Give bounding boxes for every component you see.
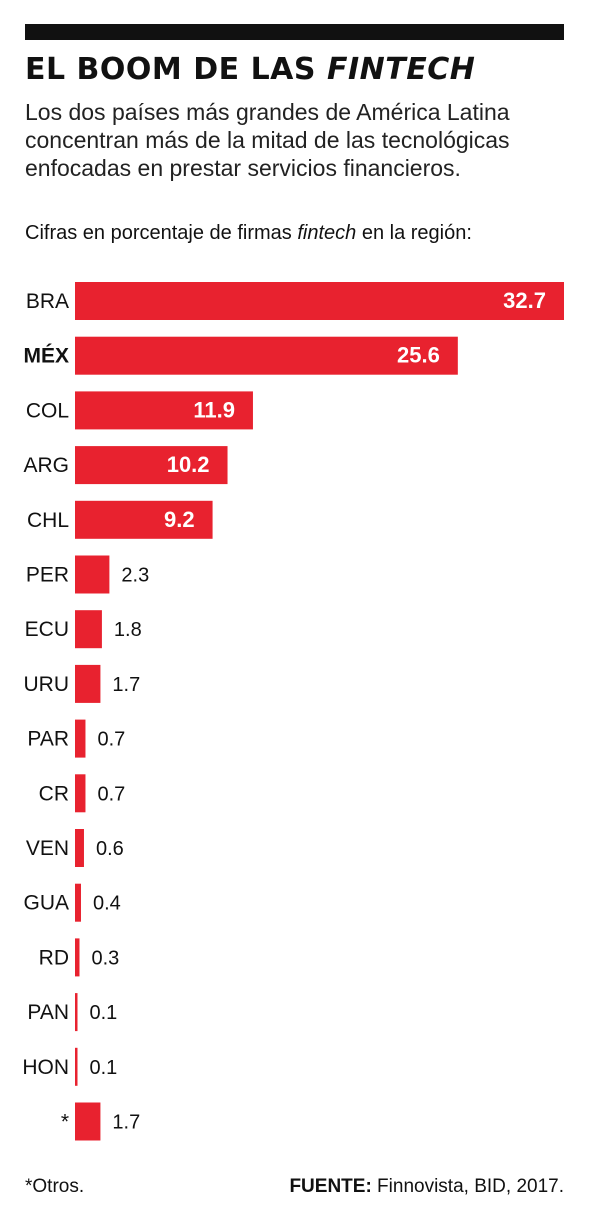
- title-main: EL BOOM DE LAS: [25, 52, 317, 87]
- bar: [75, 555, 110, 594]
- source-note: FUENTE: Finnovista, BID, 2017.: [289, 1176, 564, 1198]
- title-italic: FINTECH: [326, 52, 476, 87]
- category-label: VEN: [26, 837, 69, 860]
- category-label: ARG: [23, 454, 69, 477]
- value-label: 1.7: [112, 1112, 140, 1134]
- bar: [75, 938, 80, 977]
- bar: [75, 282, 564, 320]
- category-label: HON: [22, 1056, 69, 1079]
- subtitle-italic: fintech: [297, 222, 357, 244]
- category-label: CR: [39, 782, 69, 805]
- category-label: BRA: [26, 290, 69, 313]
- footnote: *Otros.: [25, 1176, 85, 1197]
- category-label: PAN: [27, 1001, 69, 1024]
- chart-description: Los dos países más grandes de América La…: [25, 99, 510, 181]
- value-label: 25.6: [397, 343, 440, 368]
- value-label: 11.9: [193, 397, 235, 422]
- bar: [75, 1047, 78, 1086]
- category-label: URU: [24, 673, 70, 696]
- value-label: 0.6: [96, 838, 124, 860]
- category-label: *: [61, 1111, 69, 1134]
- chart-title: EL BOOM DE LAS FINTECH: [25, 52, 475, 87]
- value-label: 0.1: [90, 1002, 118, 1024]
- chart-subtitle: Cifras en porcentaje de firmas fintech e…: [25, 222, 472, 245]
- bar: [75, 336, 458, 375]
- bar: [75, 391, 253, 430]
- bar: [75, 610, 102, 649]
- category-label: RD: [39, 946, 69, 969]
- bar: [75, 883, 81, 922]
- category-label: COL: [26, 399, 69, 422]
- bar: [75, 993, 78, 1032]
- value-label: 2.3: [121, 565, 149, 587]
- category-label: MÉX: [23, 345, 69, 368]
- value-label: 10.2: [167, 452, 210, 477]
- bar: [75, 829, 84, 867]
- category-label: PAR: [27, 728, 69, 751]
- subtitle-pre: Cifras en porcentaje de firmas: [25, 222, 298, 244]
- value-label: 1.7: [112, 674, 140, 696]
- bar: [75, 774, 86, 813]
- bar: [75, 664, 101, 703]
- category-label: PER: [26, 564, 69, 587]
- source-text: Finnovista, BID, 2017.: [371, 1176, 564, 1197]
- source-label: FUENTE:: [289, 1176, 372, 1197]
- bar: [75, 446, 228, 485]
- category-label: CHL: [27, 509, 69, 532]
- value-label: 0.3: [91, 947, 119, 969]
- bar: [75, 1102, 101, 1141]
- value-label: 0.7: [97, 729, 125, 751]
- bar: [75, 500, 213, 539]
- value-label: 0.1: [90, 1057, 118, 1079]
- subtitle-post: en la región:: [356, 222, 472, 244]
- bar-chart: BRA 32.7 MÉX 25.6 COL 11.9 ARG 10.2 CHL 9.2 PER 2.3…: [22, 282, 564, 1141]
- value-label: 0.7: [97, 783, 125, 805]
- value-label: 0.4: [93, 893, 121, 915]
- value-label: 9.2: [164, 507, 195, 532]
- top-rule: [25, 24, 564, 40]
- category-label: GUA: [23, 892, 69, 915]
- category-label: ECU: [25, 618, 69, 641]
- value-label: 32.7: [503, 288, 546, 313]
- value-label: 1.8: [114, 619, 142, 641]
- bar: [75, 719, 86, 758]
